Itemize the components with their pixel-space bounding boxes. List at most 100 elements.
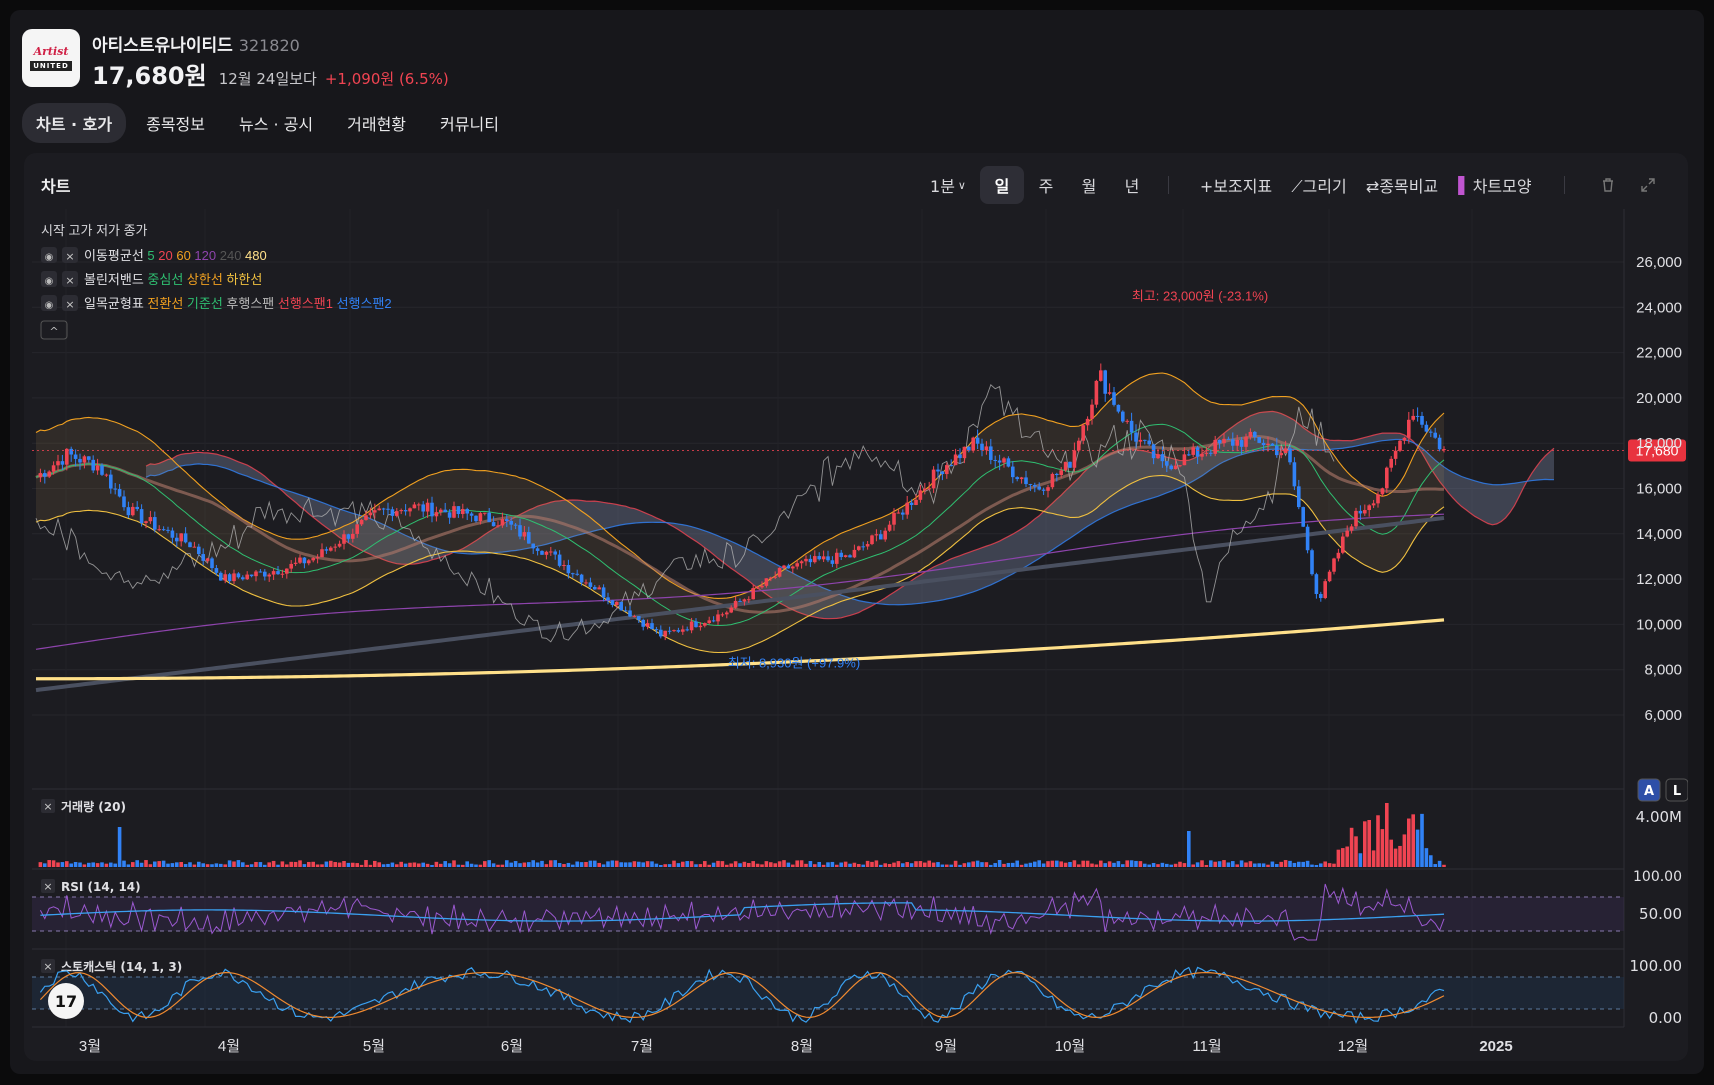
candle-body xyxy=(439,509,443,513)
volume-bar xyxy=(975,860,980,867)
volume-bar xyxy=(892,862,896,867)
period-week-button[interactable]: 주 xyxy=(1038,177,1054,196)
volume-bar xyxy=(1099,860,1103,867)
volume-bar xyxy=(298,860,302,867)
trash-icon[interactable] xyxy=(1594,166,1622,204)
candle-body xyxy=(513,524,518,526)
candle-body xyxy=(324,549,329,551)
volume-bar xyxy=(1209,860,1213,867)
volume-bar xyxy=(1433,864,1437,867)
volume-bar xyxy=(610,860,615,867)
tab-trading[interactable]: 거래현황 xyxy=(347,115,407,134)
volume-bar xyxy=(623,862,628,867)
candle-body xyxy=(364,515,368,520)
candle-body xyxy=(588,582,593,587)
volume-bar xyxy=(1380,829,1385,867)
tab-stock-info[interactable]: 종목정보 xyxy=(146,115,205,134)
volume-bar xyxy=(843,861,848,867)
tab-news[interactable]: 뉴스 · 공시 xyxy=(239,115,314,134)
candle-body xyxy=(148,517,153,522)
volume-bar xyxy=(663,864,667,867)
candle-body xyxy=(1367,505,1371,511)
candle-body xyxy=(461,509,465,515)
draw-button[interactable]: ⟋그리기 xyxy=(1291,177,1347,196)
volume-bar xyxy=(1261,863,1266,867)
candle-body xyxy=(201,554,205,561)
volume-bar xyxy=(927,860,931,867)
chart-style-button[interactable]: ▌ 차트모양 xyxy=(1452,166,1538,204)
volume-bar xyxy=(131,862,135,867)
indicator-button[interactable]: +보조지표 xyxy=(1199,177,1273,196)
period-month-button[interactable]: 월 xyxy=(1081,177,1097,196)
candle-body xyxy=(355,524,359,534)
volume-bar xyxy=(883,863,887,867)
candle-body xyxy=(359,519,364,525)
candle-body xyxy=(1046,487,1050,491)
volume-bar xyxy=(804,863,808,867)
leading-span-1 xyxy=(145,410,1555,620)
volume-bar xyxy=(183,864,188,867)
candle-body xyxy=(1178,465,1182,467)
volume-bar xyxy=(280,861,285,867)
tab-chart-orderbook[interactable]: 차트 · 호가 xyxy=(22,103,127,143)
candle-body xyxy=(478,513,483,522)
candle-body xyxy=(1415,415,1420,417)
volume-bar xyxy=(1349,827,1354,867)
interval-select[interactable]: 1분 ∨ xyxy=(922,166,974,204)
candle-body xyxy=(685,629,689,631)
candle-body xyxy=(43,473,47,477)
volume-bar xyxy=(491,863,496,867)
volume-bar xyxy=(619,862,623,867)
candle-body xyxy=(782,565,786,568)
volume-bar xyxy=(223,864,227,867)
volume-bar xyxy=(73,862,78,867)
volume-bar xyxy=(522,862,527,867)
scale-button-label: L xyxy=(1673,784,1681,799)
legend-label: 일목균형표 전환선 기준선 후행스팬 선행스팬1 선행스팬2 xyxy=(84,296,392,311)
visibility-icon xyxy=(41,271,57,287)
volume-bar xyxy=(703,861,707,867)
close-icon-box xyxy=(62,247,78,263)
candle-body xyxy=(1261,442,1266,446)
price-row: 17,680원 12월 24일보다 +1,090원 (6.5%) xyxy=(92,56,449,91)
candle-body xyxy=(703,623,707,626)
candle-body xyxy=(175,537,179,542)
candle-body xyxy=(170,530,175,538)
compare-button[interactable]: ⇄종목비교 xyxy=(1365,177,1439,196)
compare-label: 12월 24일보다 xyxy=(218,70,317,88)
stock-chart[interactable]: 17,680 26,000 24,000 22,000 20,000 18,000 16,0… xyxy=(24,209,1688,1061)
cloud-area xyxy=(146,411,1554,619)
volume-bar xyxy=(791,864,795,867)
volume-bar xyxy=(887,863,892,867)
volume-bar xyxy=(689,861,694,867)
tab-community[interactable]: 커뮤니티 xyxy=(440,115,499,134)
volume-bar xyxy=(1195,862,1200,867)
candle-body xyxy=(1125,420,1129,422)
volume-bar xyxy=(109,862,113,867)
volume-bar xyxy=(307,861,311,867)
candle-body xyxy=(1209,452,1213,454)
candle-body xyxy=(1319,593,1323,599)
volume-bar xyxy=(87,862,91,867)
price-change: +1,090원 (6.5%) xyxy=(324,70,449,88)
volume-bar xyxy=(263,864,267,867)
y-tick-label: 26,000 xyxy=(1636,254,1682,271)
volume-bar xyxy=(47,860,51,867)
volume-bar xyxy=(518,863,522,867)
volume-bar xyxy=(461,864,465,867)
period-day-button[interactable]: 일 xyxy=(980,166,1024,204)
candle-body xyxy=(104,474,109,476)
candle-body xyxy=(698,625,703,628)
expand-icon[interactable] xyxy=(1634,166,1662,204)
candle-body xyxy=(1068,461,1072,468)
period-year-button[interactable]: 년 xyxy=(1124,177,1140,196)
candle-body xyxy=(874,534,879,536)
candle-body xyxy=(38,473,43,478)
candle-body xyxy=(311,558,315,561)
volume-bar xyxy=(980,862,984,867)
volume-bar xyxy=(1283,860,1288,867)
legend-item: 120 xyxy=(194,248,219,263)
volume-bar xyxy=(197,861,201,867)
volume-bar xyxy=(813,864,817,867)
candle-body xyxy=(456,506,461,515)
